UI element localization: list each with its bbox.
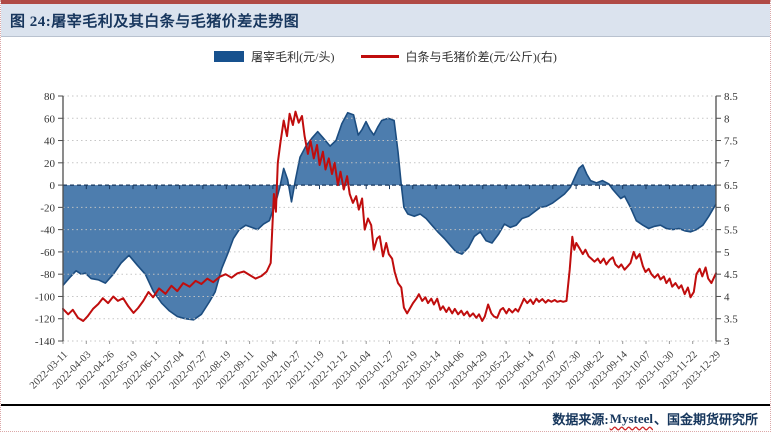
left-axis-tick-label: 40 xyxy=(44,136,56,148)
legend-item-price-spread: 白条与毛猪价差(元/公斤)(右) xyxy=(360,48,557,65)
area-series-swatch-icon xyxy=(214,51,245,62)
right-axis-tick-label: 6 xyxy=(724,202,730,214)
right-axis-tick-label: 5.5 xyxy=(724,225,738,237)
legend-item-slaughter-margin: 屠宰毛利(元/头) xyxy=(214,48,335,65)
left-axis-tick-label: 20 xyxy=(44,158,56,170)
right-axis-tick-label: 3.5 xyxy=(724,314,738,326)
right-axis-tick-label: 4.5 xyxy=(724,269,738,281)
right-axis-tick-label: 8.5 xyxy=(724,91,738,103)
left-axis-tick-label: -100 xyxy=(35,291,56,303)
source-prefix: 数据来源: xyxy=(552,412,609,427)
area-series-fill xyxy=(63,112,716,320)
right-axis-tick-label: 7.5 xyxy=(724,136,738,148)
left-axis-tick-label: -140 xyxy=(35,336,56,348)
source-bar: 数据来源: Mysteel 、国金期货研究所 xyxy=(1,404,770,431)
left-axis-tick-label: -60 xyxy=(40,247,55,259)
left-axis-tick-label: 60 xyxy=(44,113,56,125)
right-axis-tick-label: 5 xyxy=(724,247,730,259)
line-series-swatch-icon xyxy=(360,55,399,58)
right-axis-tick-label: 3 xyxy=(724,336,730,348)
top-accent-bar xyxy=(1,0,770,4)
right-axis-tick-label: 6.5 xyxy=(724,180,738,192)
left-axis-tick-label: -40 xyxy=(40,225,55,237)
left-axis-tick-label: -120 xyxy=(35,314,56,326)
right-axis-tick-label: 4 xyxy=(724,291,730,303)
figure-title: 图 24:屠宰毛利及其白条与毛猪价差走势图 xyxy=(10,13,300,30)
chart-legend: 屠宰毛利(元/头) 白条与毛猪价差(元/公斤)(右) xyxy=(1,48,770,65)
left-axis-tick-label: -20 xyxy=(40,202,55,214)
line-series xyxy=(62,110,717,322)
source-suffix: 、国金期货研究所 xyxy=(653,412,758,427)
right-axis-tick-label: 8 xyxy=(724,113,730,125)
right-axis-tick-label: 7 xyxy=(724,158,730,170)
left-axis-tick-label: 0 xyxy=(50,180,56,192)
legend-label-price-spread: 白条与毛猪价差(元/公斤)(右) xyxy=(405,50,557,64)
legend-label-slaughter-margin: 屠宰毛利(元/头) xyxy=(251,50,335,64)
left-axis-tick-label: -80 xyxy=(40,269,55,281)
source-brand: Mysteel xyxy=(609,410,653,426)
left-axis-tick-label: 80 xyxy=(44,91,56,103)
figure-title-bar: 图 24:屠宰毛利及其白条与毛猪价差走势图 xyxy=(1,4,770,37)
plot-area: 80 60 40 20 0 -20 -40 -60 -80 -100 -120 -140 8.5 8 7.5… xyxy=(1,0,770,405)
chart-svg: 80 60 40 20 0 -20 -40 -60 -80 -100 -120 -140 8.5 8 7.5… xyxy=(28,91,738,392)
